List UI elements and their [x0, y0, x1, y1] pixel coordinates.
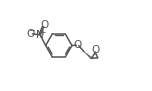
Text: N: N — [36, 30, 44, 40]
Text: O: O — [73, 40, 82, 50]
Text: +: + — [39, 28, 45, 37]
Text: O: O — [91, 45, 100, 55]
Text: O: O — [27, 29, 35, 39]
Text: −: − — [28, 27, 35, 36]
Text: O: O — [40, 20, 48, 30]
